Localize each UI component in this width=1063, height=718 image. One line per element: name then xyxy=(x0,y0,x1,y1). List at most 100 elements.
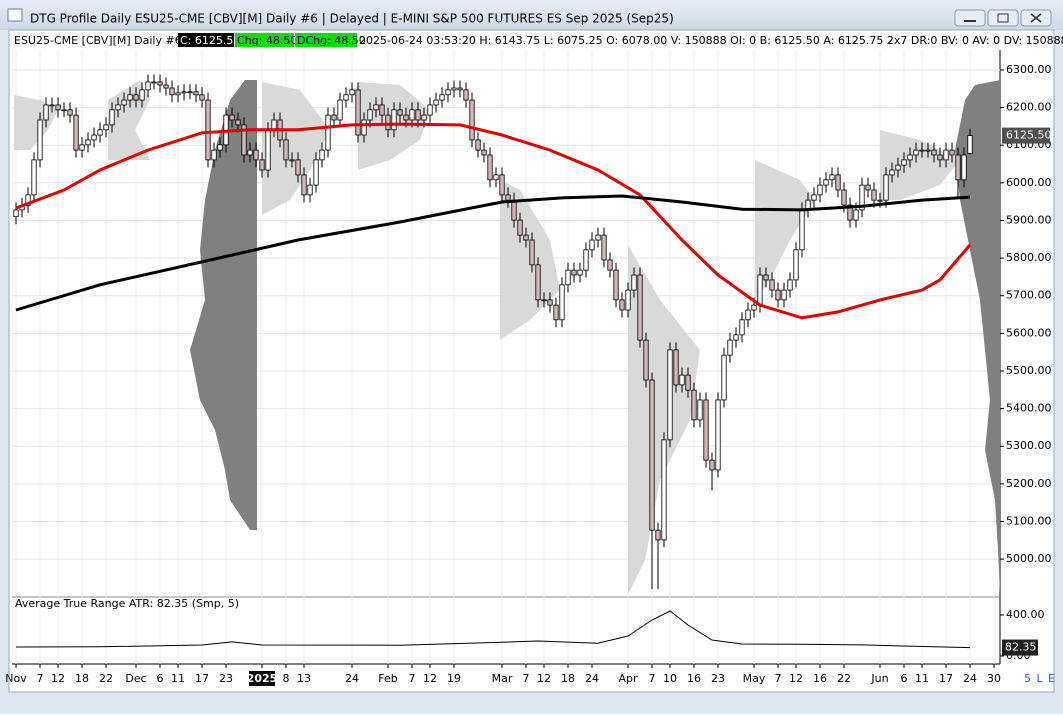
candle-body xyxy=(391,109,397,131)
x-tick-label: 12 xyxy=(537,672,551,685)
candle-body xyxy=(367,109,373,121)
candle-body xyxy=(655,529,661,541)
candle-body xyxy=(121,99,127,106)
candle-body xyxy=(25,194,31,206)
candle-body xyxy=(847,204,853,221)
candle-body xyxy=(547,299,553,306)
candle-body xyxy=(499,174,505,196)
maximize-button[interactable] xyxy=(987,9,1019,27)
x-tick-label: 12 xyxy=(789,672,803,685)
x-tick-label: 18 xyxy=(75,672,89,685)
y-tick-label: 6200.00 xyxy=(1006,101,1052,114)
candle-body xyxy=(145,81,151,91)
candle-body xyxy=(565,269,571,286)
candle-body xyxy=(553,304,559,321)
candle-body xyxy=(49,104,55,107)
candle-body xyxy=(355,89,361,136)
volume-profile xyxy=(955,80,1000,595)
minimize-button[interactable] xyxy=(954,9,986,27)
x-tick-label: 24 xyxy=(963,672,977,685)
candle-body xyxy=(943,149,949,161)
candle-body xyxy=(79,144,85,151)
candle-body xyxy=(667,349,673,441)
volume-profile xyxy=(755,160,815,300)
candle-body xyxy=(541,299,547,302)
status-box xyxy=(1020,670,1052,686)
candle-body xyxy=(625,289,631,311)
candle-body xyxy=(181,91,187,94)
change-text: Chg: 48.50 xyxy=(237,34,297,47)
candle-body xyxy=(703,399,709,461)
candle-body xyxy=(913,149,919,156)
x-tick-label: 17 xyxy=(939,672,953,685)
window-title: DTG Profile Daily ESU25-CME [CBV][M] Dai… xyxy=(30,12,674,26)
candle-body xyxy=(97,129,103,136)
candle-body xyxy=(127,94,133,101)
candle-body xyxy=(757,274,763,306)
candle-body xyxy=(235,119,241,126)
candle-body xyxy=(673,349,679,386)
candle-body xyxy=(217,144,223,151)
candle-body xyxy=(397,109,403,116)
candle-body xyxy=(691,389,697,421)
x-tick-label: 12 xyxy=(51,672,65,685)
candle-body xyxy=(307,184,313,196)
candle-body xyxy=(937,154,943,161)
candle-body xyxy=(583,249,589,271)
atr-plot xyxy=(15,610,971,649)
candle-body xyxy=(73,114,79,151)
candle-body xyxy=(919,149,925,152)
candle-body xyxy=(883,174,889,201)
x-tick-label: 7 xyxy=(409,672,416,685)
x-tick-label: 24 xyxy=(585,672,599,685)
y-tick-label: 5500.00 xyxy=(1006,364,1052,377)
labels: 5000.00 5100.00 5200.00 5300.00 5400.00 5500.… xyxy=(5,63,1052,686)
candle-body xyxy=(817,184,823,196)
candle-body xyxy=(829,174,835,181)
year-badge xyxy=(249,671,276,686)
candle-body xyxy=(517,219,523,236)
candle-body xyxy=(481,149,487,156)
candle-body xyxy=(331,114,337,121)
candle-body xyxy=(595,234,601,241)
x-tick-label: 7 xyxy=(775,672,782,685)
last-price-label: 6125.50 xyxy=(1006,129,1052,142)
x-tick-label: 13 xyxy=(297,672,311,685)
window-buttons[interactable] xyxy=(954,9,1052,27)
x-tick-label: Mar xyxy=(492,672,513,685)
candle-body xyxy=(193,91,199,96)
candle-body xyxy=(55,104,61,111)
volume-profiles xyxy=(14,80,1000,595)
candle-body xyxy=(445,89,451,96)
candle-body xyxy=(319,149,325,161)
candle-body xyxy=(841,189,847,206)
y-tick-label: 6000.00 xyxy=(1006,176,1052,189)
y-tick-label: 400.00 xyxy=(1006,608,1045,621)
symbol: ESU25-CME [CBV][M] Daily #6 xyxy=(14,34,182,47)
x-tick-label: Nov xyxy=(5,672,27,685)
candle-body xyxy=(265,129,271,171)
last-price-box xyxy=(1002,127,1050,144)
candle-body xyxy=(613,269,619,301)
y-tick-label: 5800.00 xyxy=(1006,251,1052,264)
x-tick-label: Jun xyxy=(870,672,888,685)
icon xyxy=(1030,13,1042,23)
candle-body xyxy=(859,184,865,211)
candle-body xyxy=(487,154,493,181)
x-tick-label: 19 xyxy=(447,672,461,685)
candle-body xyxy=(457,87,463,91)
candle-body xyxy=(85,139,91,146)
x-tick-label: 2025 xyxy=(247,672,278,685)
candle-body xyxy=(13,209,19,218)
moving-average xyxy=(15,122,972,320)
candle-body xyxy=(931,149,937,156)
candle-body xyxy=(811,194,817,201)
candle-body xyxy=(523,234,529,241)
candle-body xyxy=(211,149,217,161)
candle-body xyxy=(259,159,265,171)
status[interactable]: 5 L E xyxy=(1024,672,1056,685)
candle-body xyxy=(631,274,637,291)
x-tick-label: Dec xyxy=(125,672,146,685)
candle-body xyxy=(139,89,145,101)
